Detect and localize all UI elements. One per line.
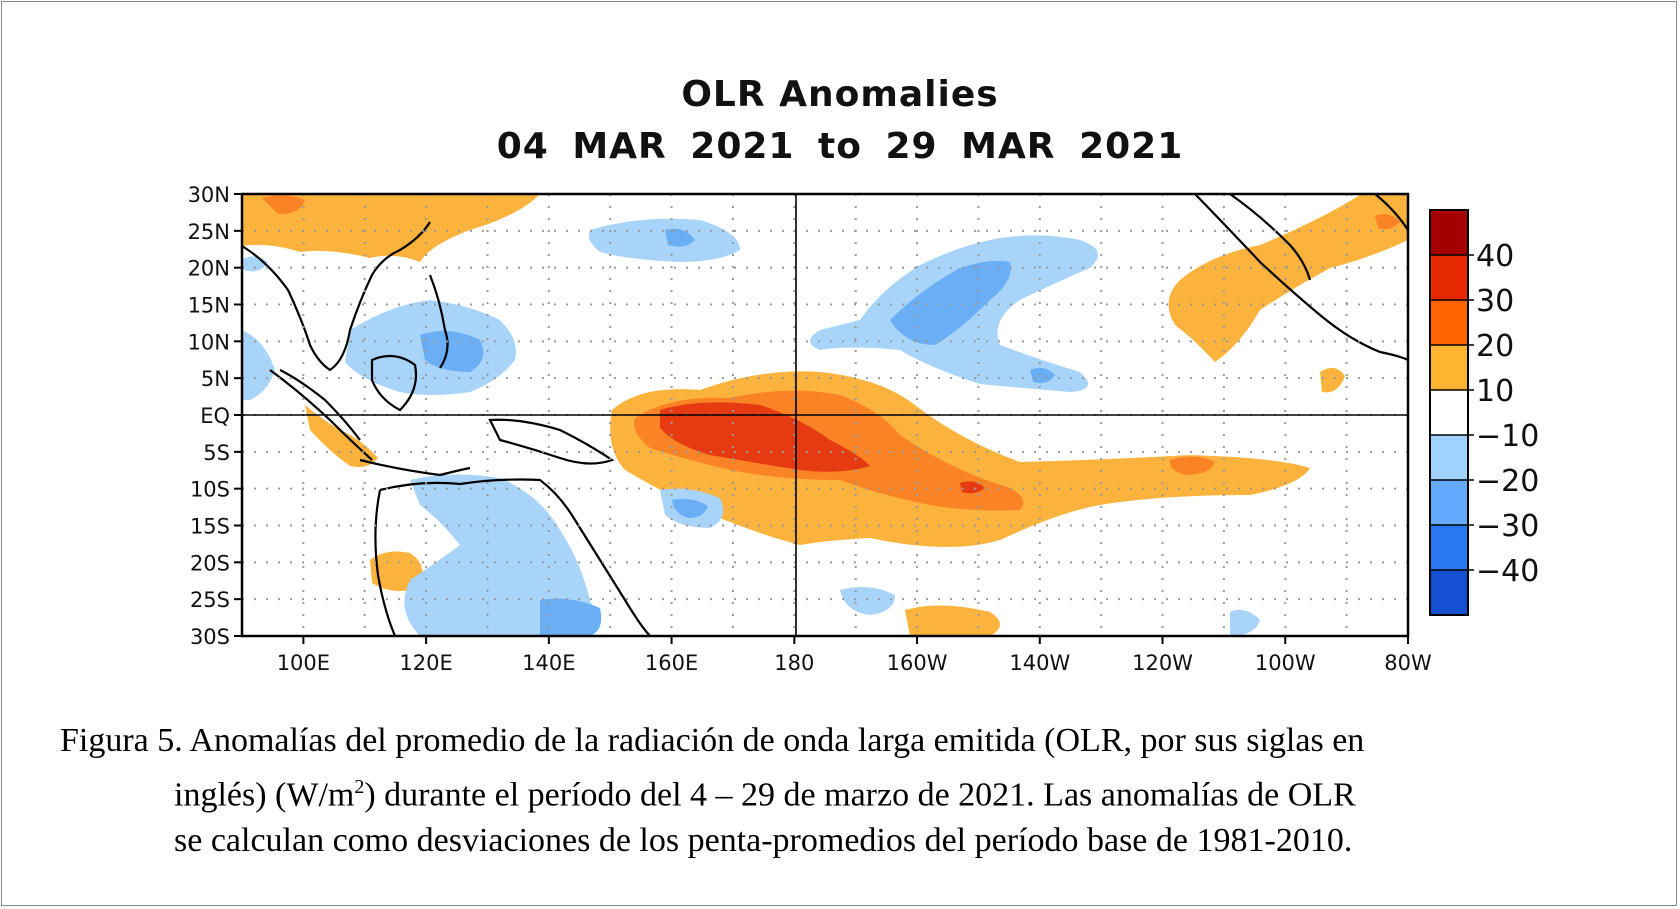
coast-sumatra (269, 369, 373, 461)
coast-asia (242, 221, 431, 372)
lat-label: 20N (188, 257, 230, 281)
caption-line-1: Figura 5. Anomalías del promedio de la r… (60, 722, 1365, 759)
lon-label: 120E (399, 651, 452, 675)
colorbar-swatch (1430, 210, 1468, 255)
lat-label: 10S (190, 478, 230, 502)
lat-label: 10N (188, 330, 230, 354)
neg-region-se (1230, 609, 1260, 636)
lon-label: 160E (645, 651, 698, 675)
lon-label: 100W (1255, 651, 1316, 675)
figure-caption: Figura 5. Anomalías del promedio de la r… (60, 718, 1600, 864)
neg20-region-cn-small (1030, 367, 1055, 384)
pos20-region-east (1169, 456, 1215, 475)
colorbar-frame (1429, 209, 1469, 616)
neg20-region-coral (672, 498, 708, 518)
coast-java (359, 458, 471, 477)
colorbar-label: −40 (1476, 554, 1539, 589)
neg-region-south (840, 586, 895, 615)
map-subtitle: 04 MAR 2021 to 29 MAR 2021 (496, 126, 1184, 167)
pos20-region-ne (1375, 214, 1400, 230)
coast-mexico-gulf (1374, 194, 1408, 231)
lat-label: 15S (190, 515, 230, 539)
lat-label: 5S (203, 441, 230, 465)
lat-label: EQ (200, 404, 230, 428)
lat-label: 30S (190, 625, 230, 649)
colorbar-label: 40 (1476, 239, 1514, 274)
caption-line-3: se calculan como desviaciones de los pen… (174, 822, 1353, 860)
neg20-region-aus (540, 598, 602, 636)
pos-region-east-eq (1320, 367, 1345, 393)
colorbar-label: −20 (1476, 464, 1539, 499)
coast-philippines (428, 274, 449, 369)
neg20-region-central-n (890, 260, 1011, 345)
coast-australia (379, 478, 651, 636)
colorbar-swatch (1430, 300, 1468, 345)
lat-label: 15N (188, 294, 230, 318)
lon-label: 180 (774, 651, 814, 675)
lon-label: 80W (1384, 651, 1432, 675)
pos-region-south (905, 605, 1000, 636)
pos-region-ne (1168, 194, 1408, 362)
colorbar-label: 30 (1476, 284, 1514, 319)
colorbar-swatch (1430, 345, 1468, 390)
colorbar-swatch (1430, 480, 1468, 525)
lon-label: 160W (887, 651, 948, 675)
lat-label: 25N (188, 220, 230, 244)
pos-region-nw (242, 194, 540, 262)
neg-region-nw-pacific (588, 218, 740, 262)
lat-label: 5N (201, 367, 230, 391)
colorbar-swatch (1430, 525, 1468, 570)
caption-line-2-a: inglés) (W/m (174, 776, 355, 814)
colorbar-label: 20 (1476, 329, 1514, 364)
coastlines (242, 194, 1408, 636)
colorbar-swatch (1430, 570, 1468, 615)
caption-line-2-b: ) durante el período del 4 – 29 de marzo… (364, 776, 1356, 814)
lat-label: 30N (188, 183, 230, 207)
colorbar-swatch (1430, 255, 1468, 300)
pos-region-indo (305, 405, 378, 467)
colorbar-label: −30 (1476, 509, 1539, 544)
coast-australia-west (374, 489, 397, 636)
neg-region-aus (404, 474, 594, 636)
colorbar: 40 30 20 10 −10 −20 −30 −40 (1429, 209, 1539, 616)
lat-axis: 30N 25N 20N 15N 10N 5N EQ 5S 10S 15S 20S 25S 30S (188, 183, 242, 649)
pos20-region-nw (262, 195, 305, 215)
colorbar-swatch (1430, 435, 1468, 480)
lat-label: 25S (190, 588, 230, 612)
lon-label: 140E (522, 651, 575, 675)
coast-borneo (370, 354, 418, 412)
lon-label: 120W (1132, 651, 1193, 675)
lat-label: 20S (190, 551, 230, 575)
coast-americas (1194, 194, 1408, 361)
pos30-region-central (660, 402, 870, 472)
colorbar-label: −10 (1476, 419, 1539, 454)
lon-label: 140W (1009, 651, 1070, 675)
caption-line-2: inglés) (W/m2) durante el período del 4 … (60, 764, 1600, 818)
neg-region-indian (242, 330, 275, 400)
colorbar-label: 10 (1476, 374, 1514, 409)
lon-label: 100E (277, 651, 330, 675)
coast-baja (1229, 194, 1312, 281)
colorbar-swatch (1430, 390, 1468, 435)
coast-indochina (279, 369, 361, 441)
coast-newguinea (488, 418, 615, 465)
lon-axis: 100E 120E 140E 160E 180 160W 140W 120W 100W 80W (277, 636, 1432, 675)
pos-region-sw (370, 551, 423, 592)
grid-lines (242, 194, 1408, 636)
pos30-region-small (960, 481, 985, 494)
map-title: OLR Anomalies (681, 74, 999, 115)
caption-superscript: 2 (354, 776, 365, 798)
